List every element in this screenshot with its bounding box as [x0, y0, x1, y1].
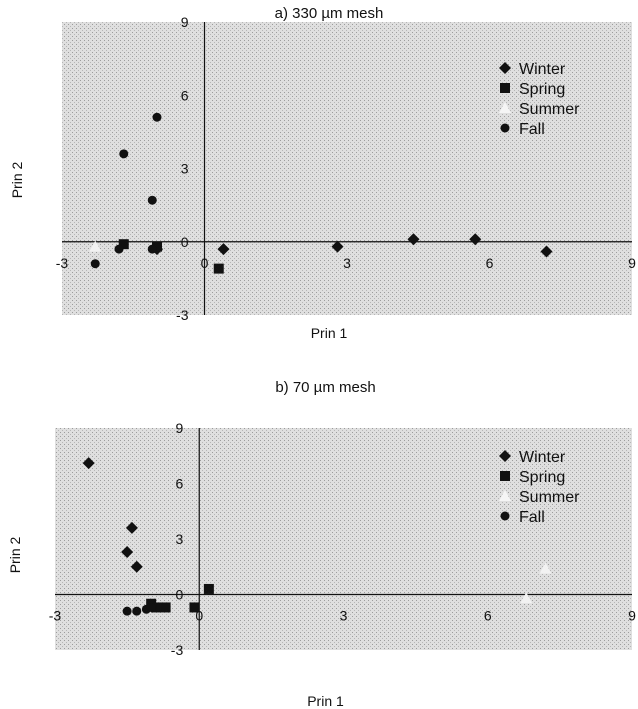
- y-tick-label: 0: [181, 234, 189, 250]
- point-fall: [147, 244, 157, 254]
- legend-marker-winter: [499, 450, 511, 462]
- legend-marker-fall: [500, 511, 510, 521]
- y-axis-label: Prin 2: [7, 537, 23, 574]
- x-tick-label: 6: [486, 255, 494, 271]
- legend: Winter Spring Summer Fall: [499, 449, 580, 526]
- point-spring: [118, 239, 129, 250]
- x-tick-label: -3: [56, 255, 69, 271]
- point-winter: [469, 233, 482, 246]
- panel-b: -3 0 3 6 9 9 6 3 0 -3 b) 70 µm mesh Prin 1 Prin 2 Win…: [7, 379, 636, 709]
- point-winter: [407, 233, 420, 246]
- y-tick-label: 9: [175, 420, 183, 436]
- point-fall: [122, 606, 132, 616]
- point-fall: [152, 112, 162, 122]
- y-axis-label: Prin 2: [9, 162, 25, 199]
- plot-background: [55, 428, 632, 650]
- y-tick-label: 3: [175, 531, 183, 547]
- point-fall: [146, 602, 156, 612]
- legend-label-winter: Winter: [519, 449, 566, 466]
- point-fall: [132, 606, 142, 616]
- legend-label-summer: Summer: [519, 101, 580, 118]
- point-summer: [520, 592, 533, 604]
- point-fall: [114, 244, 124, 254]
- point-summer: [539, 562, 552, 574]
- y-tick-label: 0: [175, 587, 183, 603]
- legend-marker-winter: [499, 62, 511, 74]
- x-tick-label: 0: [201, 255, 209, 271]
- x-axis-label: Prin 1: [307, 693, 344, 709]
- x-tick-label: -3: [49, 608, 62, 624]
- x-tick-label: 9: [628, 255, 636, 271]
- point-winter: [331, 240, 344, 253]
- point-fall: [119, 149, 129, 159]
- point-winter: [217, 243, 230, 256]
- chart-title: b) 70 µm mesh: [275, 379, 375, 396]
- y-tick-label: 3: [181, 161, 189, 177]
- y-tick-label: 9: [181, 14, 189, 30]
- legend-label-spring: Spring: [519, 81, 565, 98]
- point-winter: [125, 521, 138, 534]
- legend-marker-spring: [500, 471, 510, 481]
- plot-background: [62, 22, 632, 315]
- point-spring: [189, 602, 200, 613]
- x-tick-label: 0: [195, 608, 203, 624]
- x-axis-label: Prin 1: [311, 325, 348, 341]
- point-fall: [90, 259, 100, 269]
- point-spring: [203, 583, 214, 594]
- x-tick-label: 3: [340, 608, 348, 624]
- point-spring: [160, 602, 171, 613]
- chart-title: a) 330 µm mesh: [275, 5, 384, 22]
- point-summer: [89, 240, 102, 252]
- point-winter: [540, 245, 553, 258]
- y-tick-label: 6: [175, 476, 183, 492]
- legend-label-summer: Summer: [519, 489, 580, 506]
- point-winter: [121, 545, 134, 558]
- legend-label-fall: Fall: [519, 121, 545, 138]
- legend-marker-spring: [500, 83, 510, 93]
- x-tick-label: 6: [484, 608, 492, 624]
- point-fall: [147, 195, 157, 205]
- x-tick-label: 3: [343, 255, 351, 271]
- y-tick-label: -3: [176, 307, 189, 323]
- y-tick-label: 6: [181, 87, 189, 103]
- legend: Winter Spring Summer Fall: [499, 61, 580, 138]
- legend-label-spring: Spring: [519, 469, 565, 486]
- x-tick-label: 9: [628, 608, 636, 624]
- legend-marker-summer: [499, 102, 511, 113]
- point-spring: [152, 241, 162, 252]
- y-tick-label: -3: [171, 642, 184, 658]
- legend-label-winter: Winter: [519, 61, 566, 78]
- point-winter: [130, 560, 143, 573]
- legend-marker-summer: [499, 490, 511, 501]
- point-spring: [213, 263, 224, 274]
- point-winter: [82, 457, 95, 470]
- legend-label-fall: Fall: [519, 509, 545, 526]
- legend-marker-fall: [500, 123, 510, 133]
- panel-a: -3 0 3 6 9 9 6 3 0 -3 a) 330 µm mesh Prin 1 Prin 2 Wi…: [9, 5, 636, 341]
